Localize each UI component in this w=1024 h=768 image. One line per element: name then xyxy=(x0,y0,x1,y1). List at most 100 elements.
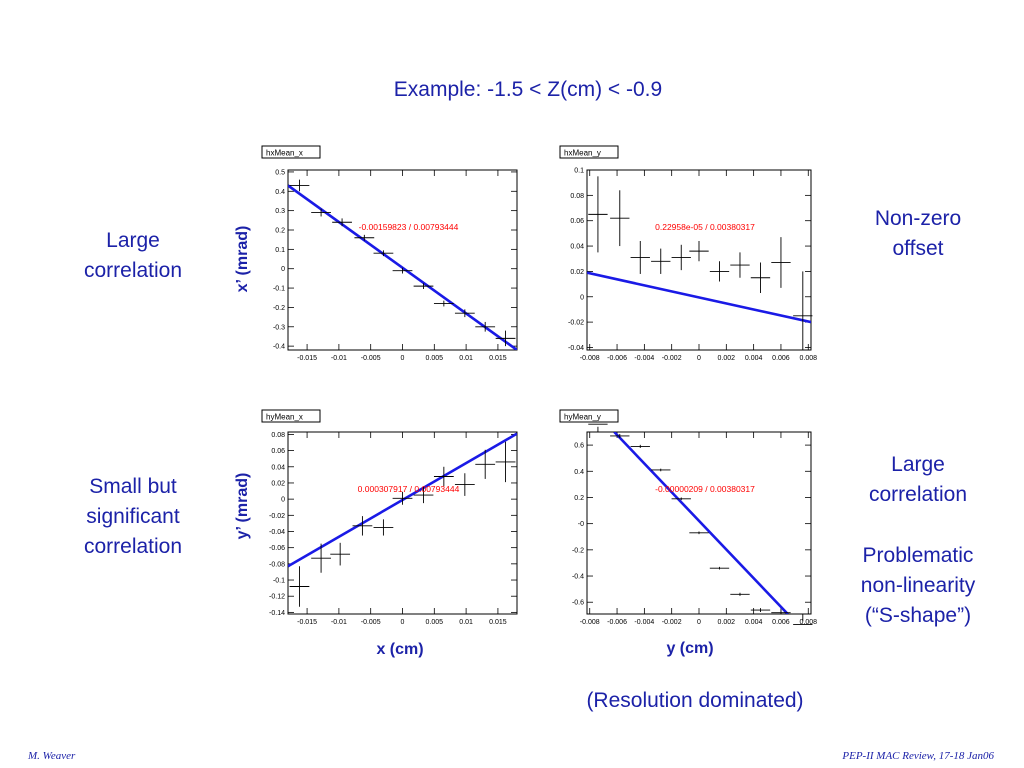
footer-conference: PEP-II MAC Review, 17-18 Jan06 xyxy=(842,750,994,762)
fit-line xyxy=(587,271,811,324)
axis-label-x: x (cm) xyxy=(376,641,424,658)
x-tick-label: 0 xyxy=(697,355,701,362)
axis-label-y: y (cm) xyxy=(666,640,714,657)
y-tick-label: 0.5 xyxy=(275,169,285,176)
x-tick-label: 0 xyxy=(401,619,405,626)
x-tick-label: 0.005 xyxy=(426,619,444,626)
slide-title: Example: -1.5 < Z(cm) < -0.9 xyxy=(393,78,663,101)
y-tick-label: 0.6 xyxy=(574,443,584,450)
y-tick-label: -0.3 xyxy=(273,324,285,331)
fit-parameter-label: 0.000307917 / 0.00793444 xyxy=(358,484,460,494)
y-tick-label: -0.08 xyxy=(269,561,285,568)
y-tick-label: -0.2 xyxy=(572,547,584,554)
x-tick-label: 0.004 xyxy=(745,619,763,626)
x-tick-label: 0 xyxy=(697,619,701,626)
plot-hyMean-y: hyMean_y -0.6 -0.4 -0.2 -0 0.2 0.4 0.6 -0.008 -0.… xyxy=(559,409,818,626)
y-tick-label: 0.3 xyxy=(275,208,285,215)
y-tick-label: 0.2 xyxy=(275,228,285,235)
note-large-correlation-right: Large correlation xyxy=(838,450,998,510)
fit-parameter-label: 0.22958e-05 / 0.00380317 xyxy=(655,222,755,232)
y-tick-label: -0.1 xyxy=(273,286,285,293)
y-tick-label: -0.4 xyxy=(572,574,584,581)
y-tick-label: -0 xyxy=(578,521,584,528)
y-tick-label: 0 xyxy=(281,497,285,504)
note-nonzero-offset: Non-zero offset xyxy=(838,204,998,264)
note-small-correlation: Small but significant correlation xyxy=(58,472,208,562)
y-tick-label: -0.04 xyxy=(568,345,584,352)
y-tick-label: -0.14 xyxy=(269,610,285,617)
x-tick-label: 0.01 xyxy=(459,355,473,362)
x-tick-label: -0.015 xyxy=(297,355,317,362)
hist-name-label: hyMean_x xyxy=(266,413,303,422)
x-tick-label: -0.005 xyxy=(361,355,381,362)
x-tick-label: -0.004 xyxy=(634,619,654,626)
hist-name-label: hxMean_x xyxy=(266,149,303,158)
y-tick-label: 0.08 xyxy=(271,432,285,439)
x-tick-label: -0.004 xyxy=(634,355,654,362)
hist-name-box xyxy=(261,409,321,423)
plot-frame xyxy=(586,431,812,615)
note-line: significant xyxy=(86,505,180,528)
note-large-correlation-left: Large correlation xyxy=(58,226,208,286)
x-tick-label: 0.01 xyxy=(459,619,473,626)
note-line: Large xyxy=(106,229,160,252)
note-line: (“S-shape”) xyxy=(864,604,972,627)
x-tick-label: -0.002 xyxy=(662,355,682,362)
x-tick-label: -0.008 xyxy=(580,355,600,362)
footer-author: M. Weaver xyxy=(28,750,76,762)
x-tick-label: 0.006 xyxy=(772,355,790,362)
x-tick-label: -0.006 xyxy=(607,355,627,362)
y-tick-label: -0.12 xyxy=(269,594,285,601)
y-tick-label: 0 xyxy=(281,266,285,273)
axis-label-xprime: x’ (mrad) xyxy=(234,225,251,293)
fit-line xyxy=(613,432,789,614)
x-tick-label: -0.01 xyxy=(331,619,347,626)
plot-hxMean-y: hxMean_y -0.04 -0.02 0 0.02 0.04 0.06 0.08 0.1 -0… xyxy=(559,145,818,362)
y-tick-label: -0.6 xyxy=(572,600,584,607)
y-tick-label: -0.4 xyxy=(273,344,285,351)
x-tick-label: 0.006 xyxy=(772,619,790,626)
y-tick-label: -0.04 xyxy=(269,529,285,536)
hist-name-box xyxy=(559,409,619,423)
axis-label-yprime: y’ (mrad) xyxy=(234,472,251,540)
y-tick-label: 0.2 xyxy=(574,495,584,502)
x-tick-label: 0.008 xyxy=(800,355,818,362)
y-tick-label: -0.06 xyxy=(269,545,285,552)
y-tick-label: 0.4 xyxy=(275,189,285,196)
y-tick-label: 0.02 xyxy=(271,480,285,487)
x-tick-label: 0.008 xyxy=(800,619,818,626)
y-tick-label: 0.06 xyxy=(570,218,584,225)
note-line: offset xyxy=(892,237,944,260)
note-line: non-linearity xyxy=(860,574,976,597)
note-line: Problematic xyxy=(862,544,974,567)
y-tick-label: -0.1 xyxy=(273,578,285,585)
y-tick-label: 0.1 xyxy=(275,247,285,254)
x-tick-label: 0 xyxy=(401,355,405,362)
x-tick-label: -0.005 xyxy=(361,619,381,626)
x-tick-label: 0.002 xyxy=(718,355,736,362)
x-tick-label: 0.015 xyxy=(489,619,507,626)
x-tick-label: 0.015 xyxy=(489,355,507,362)
y-tick-label: 0.02 xyxy=(570,269,584,276)
x-tick-label: -0.01 xyxy=(331,355,347,362)
x-tick-label: 0.002 xyxy=(718,619,736,626)
fit-parameter-label: -0.00000209 / 0.00380317 xyxy=(655,484,755,494)
y-tick-label: 0 xyxy=(580,294,584,301)
hist-name-box xyxy=(559,145,619,159)
x-tick-label: 0.005 xyxy=(426,355,444,362)
x-tick-label: -0.006 xyxy=(607,619,627,626)
note-nonlinearity: Problematic non-linearity (“S-shape”) xyxy=(838,541,998,631)
note-resolution-dominated: (Resolution dominated) xyxy=(586,689,804,712)
note-line: Non-zero xyxy=(874,207,962,230)
y-tick-label: 0.04 xyxy=(271,464,285,471)
plot-hyMean-x: hyMean_x -0.14 -0.12 -0.1 -0.08 -0.06 -0.04 -0.… xyxy=(261,409,518,626)
note-line: Small but xyxy=(89,475,177,498)
y-tick-label: 0.06 xyxy=(271,448,285,455)
y-tick-label: 0.08 xyxy=(570,193,584,200)
note-line: correlation xyxy=(83,535,183,558)
y-tick-label: -0.02 xyxy=(568,320,584,327)
plot-hxMean-x: hxMean_x -0.4 -0.3 -0.2 -0.1 0 0.1 0.2 0.3 0.4 0.5… xyxy=(261,145,518,362)
x-tick-label: -0.002 xyxy=(662,619,682,626)
plot-frame xyxy=(287,169,518,351)
hist-name-box xyxy=(261,145,321,159)
